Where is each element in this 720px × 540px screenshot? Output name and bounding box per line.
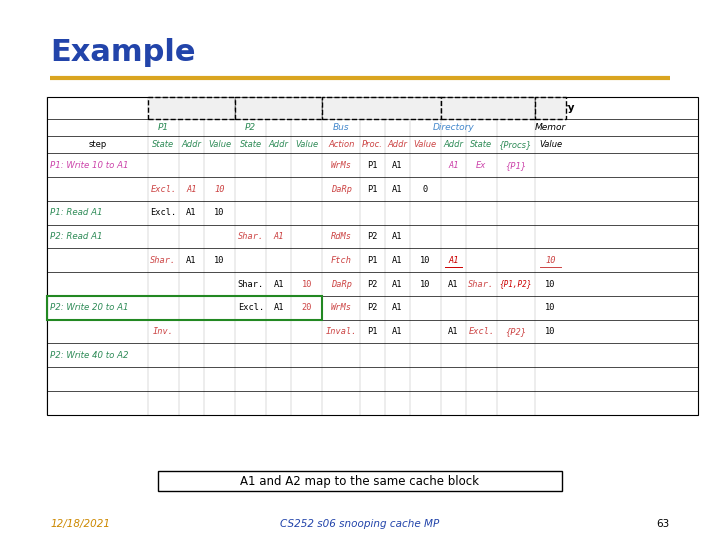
Text: {P1}: {P1} [505, 161, 526, 170]
Text: Excl.: Excl. [238, 303, 264, 312]
Text: A1: A1 [448, 161, 459, 170]
Text: Memor: Memor [535, 123, 566, 132]
Text: Shar.: Shar. [238, 280, 264, 288]
Text: 10: 10 [420, 256, 431, 265]
Text: P1: P1 [158, 123, 169, 132]
Text: A1 and A2 map to the same cache block: A1 and A2 map to the same cache block [240, 475, 480, 488]
Text: A1: A1 [392, 161, 402, 170]
Text: Excl.: Excl. [150, 208, 176, 217]
Text: P2: P2 [246, 123, 256, 132]
Text: Ftch: Ftch [330, 256, 352, 265]
Text: P2: P2 [367, 280, 378, 288]
Text: Shar.: Shar. [468, 280, 495, 288]
Text: Shar.: Shar. [150, 256, 176, 265]
Text: A1: A1 [448, 280, 459, 288]
Text: 10: 10 [545, 280, 556, 288]
Text: A1: A1 [448, 327, 459, 336]
Bar [535, 97, 566, 119]
Text: 10: 10 [545, 327, 556, 336]
Text: {P1,P2}: {P1,P2} [500, 280, 532, 288]
Text: DaRp: DaRp [330, 280, 352, 288]
Bar [47, 296, 323, 320]
Text: A1: A1 [186, 256, 197, 265]
Bar [47, 97, 698, 415]
Text: A1: A1 [274, 232, 284, 241]
Text: A1: A1 [392, 327, 402, 336]
Text: 63: 63 [657, 519, 670, 529]
Text: Bus: Bus [333, 123, 350, 132]
Text: Ex: Ex [476, 161, 487, 170]
Text: A1: A1 [392, 280, 402, 288]
Text: A1: A1 [186, 185, 197, 193]
Text: Value: Value [295, 140, 318, 149]
Text: {Procs}: {Procs} [499, 140, 533, 149]
Text: A1: A1 [448, 256, 459, 265]
Text: Addr: Addr [181, 140, 202, 149]
Text: A1: A1 [186, 208, 197, 217]
Text: Excl.: Excl. [150, 185, 176, 193]
Text: P1: P1 [367, 256, 378, 265]
Bar [323, 97, 441, 119]
Text: Action: Action [328, 140, 354, 149]
Bar [158, 471, 562, 491]
Text: P2: Write 40 to A2: P2: Write 40 to A2 [50, 351, 129, 360]
Text: P2: P2 [367, 303, 378, 312]
Text: CS252 s06 snooping cache MP: CS252 s06 snooping cache MP [280, 519, 440, 529]
Text: P1: Read A1: P1: Read A1 [50, 208, 103, 217]
Text: {P2}: {P2} [505, 327, 526, 336]
Text: A1: A1 [392, 256, 402, 265]
Text: P1: P1 [367, 161, 378, 170]
Text: A1: A1 [274, 303, 284, 312]
Text: Value: Value [208, 140, 231, 149]
Text: Shar.: Shar. [238, 232, 264, 241]
Text: RdMs: RdMs [330, 232, 352, 241]
Text: 20: 20 [302, 303, 312, 312]
Text: A1: A1 [392, 303, 402, 312]
Text: Value: Value [414, 140, 437, 149]
Text: Value: Value [539, 140, 562, 149]
Text: Memory: Memory [527, 103, 575, 113]
Text: Directory: Directory [461, 103, 516, 113]
Text: Directory: Directory [433, 123, 474, 132]
Text: Inval.: Inval. [325, 327, 357, 336]
Text: Processor 1: Processor 1 [157, 103, 226, 113]
Bar [148, 97, 235, 119]
Text: P1: P1 [367, 185, 378, 193]
Text: 10: 10 [420, 280, 431, 288]
Text: State: State [240, 140, 262, 149]
Text: 0: 0 [423, 185, 428, 193]
Text: Interconnect: Interconnect [344, 103, 419, 113]
Text: Addr: Addr [387, 140, 408, 149]
Text: A1: A1 [392, 232, 402, 241]
Bar [235, 97, 323, 119]
Text: P1: P1 [367, 327, 378, 336]
Text: 10: 10 [545, 256, 556, 265]
Bar [441, 97, 535, 119]
Text: Addr: Addr [269, 140, 289, 149]
Text: Proc.: Proc. [362, 140, 383, 149]
Text: State: State [470, 140, 492, 149]
Text: State: State [153, 140, 174, 149]
Text: 12/18/2021: 12/18/2021 [50, 519, 110, 529]
Text: P1: Write 10 to A1: P1: Write 10 to A1 [50, 161, 129, 170]
Text: DaRp: DaRp [330, 185, 352, 193]
Text: WrMs: WrMs [330, 161, 352, 170]
Text: Excl.: Excl. [468, 327, 495, 336]
Text: P2: P2 [367, 232, 378, 241]
Text: Inv.: Inv. [153, 327, 174, 336]
Text: 10: 10 [215, 208, 225, 217]
Text: A1: A1 [274, 280, 284, 288]
Text: A1: A1 [392, 185, 402, 193]
Text: WrMs: WrMs [330, 303, 352, 312]
Text: 10: 10 [215, 256, 225, 265]
Text: 10: 10 [545, 303, 556, 312]
Text: P2: Write 20 to A1: P2: Write 20 to A1 [50, 303, 129, 312]
Text: 10: 10 [215, 185, 225, 193]
Text: Example: Example [50, 38, 196, 67]
Text: Addr: Addr [444, 140, 464, 149]
Text: P2: Read A1: P2: Read A1 [50, 232, 103, 241]
Text: Processor 2: Processor 2 [244, 103, 313, 113]
Text: step: step [88, 140, 107, 149]
Text: 10: 10 [302, 280, 312, 288]
